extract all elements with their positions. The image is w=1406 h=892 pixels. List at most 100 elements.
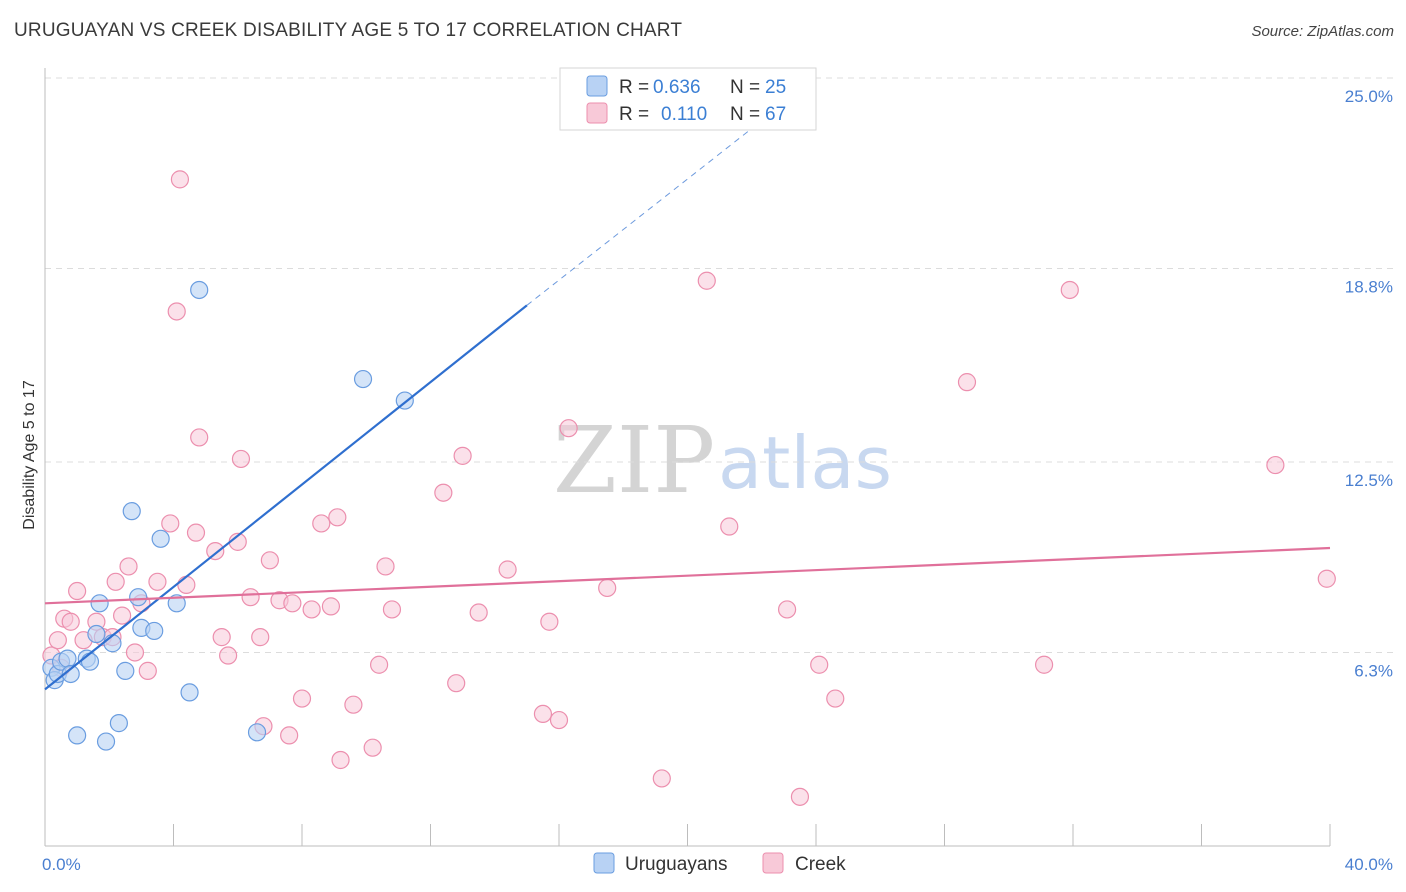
legend-bottom-swatch-uruguayans [593,852,615,874]
uruguayan-point [151,529,170,548]
source-label: Source: ZipAtlas.com [1251,23,1394,40]
uruguayan-point [96,732,116,751]
creek-point [241,588,260,607]
chart-title: URUGUAYAN VS CREEK DISABILITY AGE 5 TO 1… [14,20,683,41]
legend-swatch-uruguayans [586,75,608,97]
creek-point [219,646,238,665]
creek-point [549,710,569,730]
creek-point [212,628,231,647]
creek-point [1034,655,1054,674]
creek-point [125,643,145,662]
uruguayan-point [129,588,148,607]
creek-point [283,594,302,613]
uruguayan-point [58,649,77,668]
creek-point [106,572,125,591]
legend-r-value-1: 0.636 [653,77,701,98]
creek-point [190,428,209,447]
y-tick-label: 6.3% [1354,661,1393,680]
uruguayan-points [42,280,414,751]
legend-r-value-2: 0.110 [661,104,707,125]
uruguayan-point [353,369,373,389]
uruguayan-point [190,280,209,300]
creek-point [292,689,312,708]
creek-point [312,514,331,533]
uruguayan-point [247,723,267,742]
creek-point [344,695,363,714]
uruguayan-point [87,624,106,644]
uruguayan-point [80,652,100,671]
creek-point [598,578,617,598]
gridlines [45,77,1395,653]
legend-r-label-1: R = [619,77,649,98]
creek-point [48,631,67,650]
creek-point [1266,455,1285,475]
uruguayan-point [68,726,87,745]
uruguayan-point [103,634,122,653]
creek-trend-line [44,546,1331,605]
creek-point [540,612,559,631]
legend-n-value-1: 25 [765,77,786,98]
creek-point [1317,569,1336,588]
creek-point [61,612,80,631]
y-tick-label: 25.0% [1345,87,1393,106]
legend-n-value-2: 67 [765,104,786,125]
y-tick-label: 18.8% [1345,277,1393,296]
creek-point [720,517,739,536]
creek-point [652,769,671,788]
creek-point [161,514,180,533]
x-tick-label: 40.0% [1345,855,1393,874]
creek-point [231,449,251,469]
x-tick-label: 0.0% [42,855,81,874]
creek-point [206,541,225,561]
uruguayan-point [61,664,80,684]
creek-point [447,674,466,693]
creek-point [434,483,453,502]
uruguayan-point [180,683,199,702]
legend-r-label-2: R = [619,104,649,125]
creek-point [167,302,186,321]
uruguayan-point [145,621,164,641]
creek-point [112,606,132,625]
x-tick-labels: 0.0% 40.0% [42,855,1393,874]
creek-point [302,600,321,619]
watermark-atlas: atlas [718,421,892,505]
creek-point [790,787,810,806]
legend-n-label-1: N = [730,77,760,98]
creek-point [363,738,382,757]
watermark-zip: ZIP [553,407,715,514]
creek-point [777,600,797,619]
creek-point [119,557,138,576]
creek-point [559,419,578,438]
uruguayan-point [167,594,186,613]
creek-point [957,373,977,392]
creek-point [138,661,157,680]
y-tick-label: 12.5% [1345,471,1393,490]
creek-point [328,508,347,527]
watermark: ZIP atlas [553,407,892,514]
creek-point [148,572,167,591]
creek-point [370,655,389,674]
creek-point [382,600,402,619]
creek-point [453,446,472,465]
creek-point [260,551,279,570]
creek-point [68,581,87,601]
x-ticks [44,824,1331,846]
trend-lines [44,77,1331,691]
uruguayan-point [90,594,109,613]
creek-point [331,750,350,770]
creek-point [810,655,829,674]
creek-point [498,560,517,579]
creek-point [251,628,270,647]
creek-point [697,271,716,290]
uruguayan-point [116,661,135,680]
creek-point [826,689,845,708]
creek-point [186,523,206,542]
creek-point [177,575,196,594]
legend-bottom-label-uruguayans: Uruguayans [625,854,727,875]
uruguayan-point [122,502,141,521]
legend-swatch-creek [586,102,608,124]
creek-point [321,597,341,616]
creek-point [280,726,299,745]
uruguayan-trend-line [44,304,528,691]
